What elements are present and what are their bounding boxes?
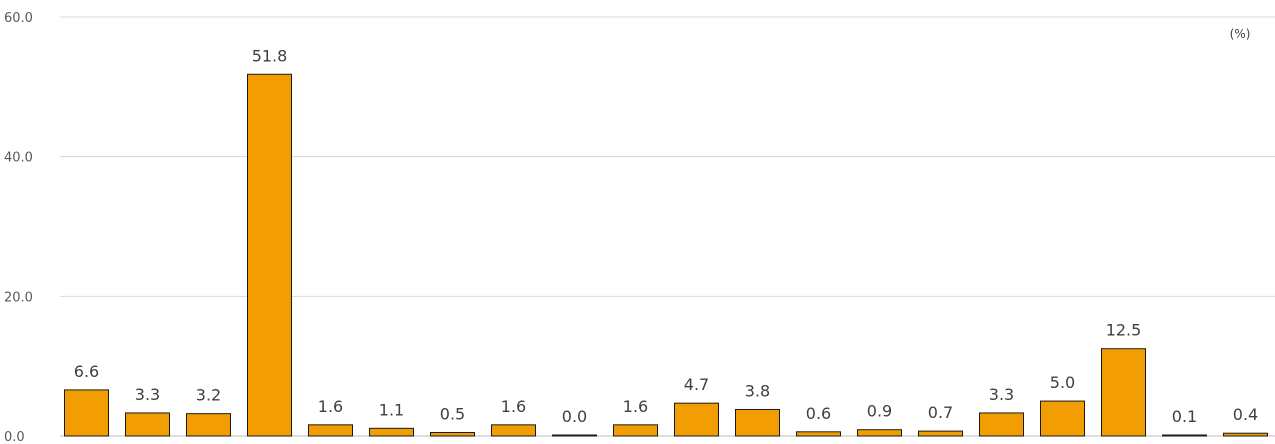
data-label-15: 0.7 — [928, 403, 953, 422]
data-label-2: 3.3 — [135, 385, 160, 404]
data-label-16: 3.3 — [989, 385, 1014, 404]
data-label-17: 5.0 — [1050, 373, 1075, 392]
data-label-1: 6.6 — [74, 362, 99, 381]
bar-18 — [1101, 348, 1146, 437]
bar-5 — [308, 424, 353, 437]
bar-9 — [552, 434, 597, 437]
bar-1 — [64, 389, 109, 437]
y-tick-label: 40.0 — [4, 151, 33, 166]
bar-8 — [491, 424, 536, 437]
bar-2 — [125, 412, 170, 437]
data-label-20: 0.4 — [1233, 405, 1258, 424]
unit-label: (%) — [1230, 27, 1251, 41]
data-label-19: 0.1 — [1172, 407, 1197, 426]
data-label-14: 0.9 — [867, 402, 892, 421]
bar-13 — [796, 431, 841, 437]
data-label-12: 3.8 — [745, 381, 770, 400]
y-tick-label: 20.0 — [4, 290, 33, 305]
bar-10 — [613, 424, 658, 437]
data-label-10: 1.6 — [623, 397, 648, 416]
bar-3 — [186, 413, 231, 437]
data-label-13: 0.6 — [806, 404, 831, 423]
bar-6 — [369, 427, 414, 437]
data-label-7: 0.5 — [440, 405, 465, 424]
bar-12 — [735, 408, 780, 437]
bar-19 — [1162, 434, 1207, 437]
data-label-9: 0.0 — [562, 407, 587, 426]
bar-17 — [1040, 400, 1085, 437]
bar-15 — [918, 430, 963, 437]
y-tick-label: 60.0 — [4, 11, 33, 26]
y-tick-label: 0.0 — [4, 430, 25, 444]
bar-16 — [979, 412, 1024, 437]
data-label-11: 4.7 — [684, 375, 709, 394]
bar-14 — [857, 429, 902, 437]
data-label-4: 51.8 — [252, 46, 288, 65]
data-labels: 6.6 3.3 3.2 51.8 1.6 1.1 0.5 1.6 0.0 1.6 4.7 3.8 0.6… — [74, 46, 1258, 426]
grid-lines — [60, 16, 1275, 437]
y-axis-tick-labels: 0.0 20.0 40.0 60.0 — [4, 11, 33, 444]
data-label-18: 12.5 — [1106, 321, 1142, 340]
data-label-8: 1.6 — [501, 397, 526, 416]
bar-4 — [247, 73, 292, 437]
data-label-6: 1.1 — [379, 400, 404, 419]
bar-7 — [430, 432, 475, 437]
bars — [64, 73, 1268, 437]
bar-20 — [1223, 432, 1268, 437]
bar-11 — [674, 402, 719, 437]
data-label-3: 3.2 — [196, 386, 221, 405]
data-label-5: 1.6 — [318, 397, 343, 416]
